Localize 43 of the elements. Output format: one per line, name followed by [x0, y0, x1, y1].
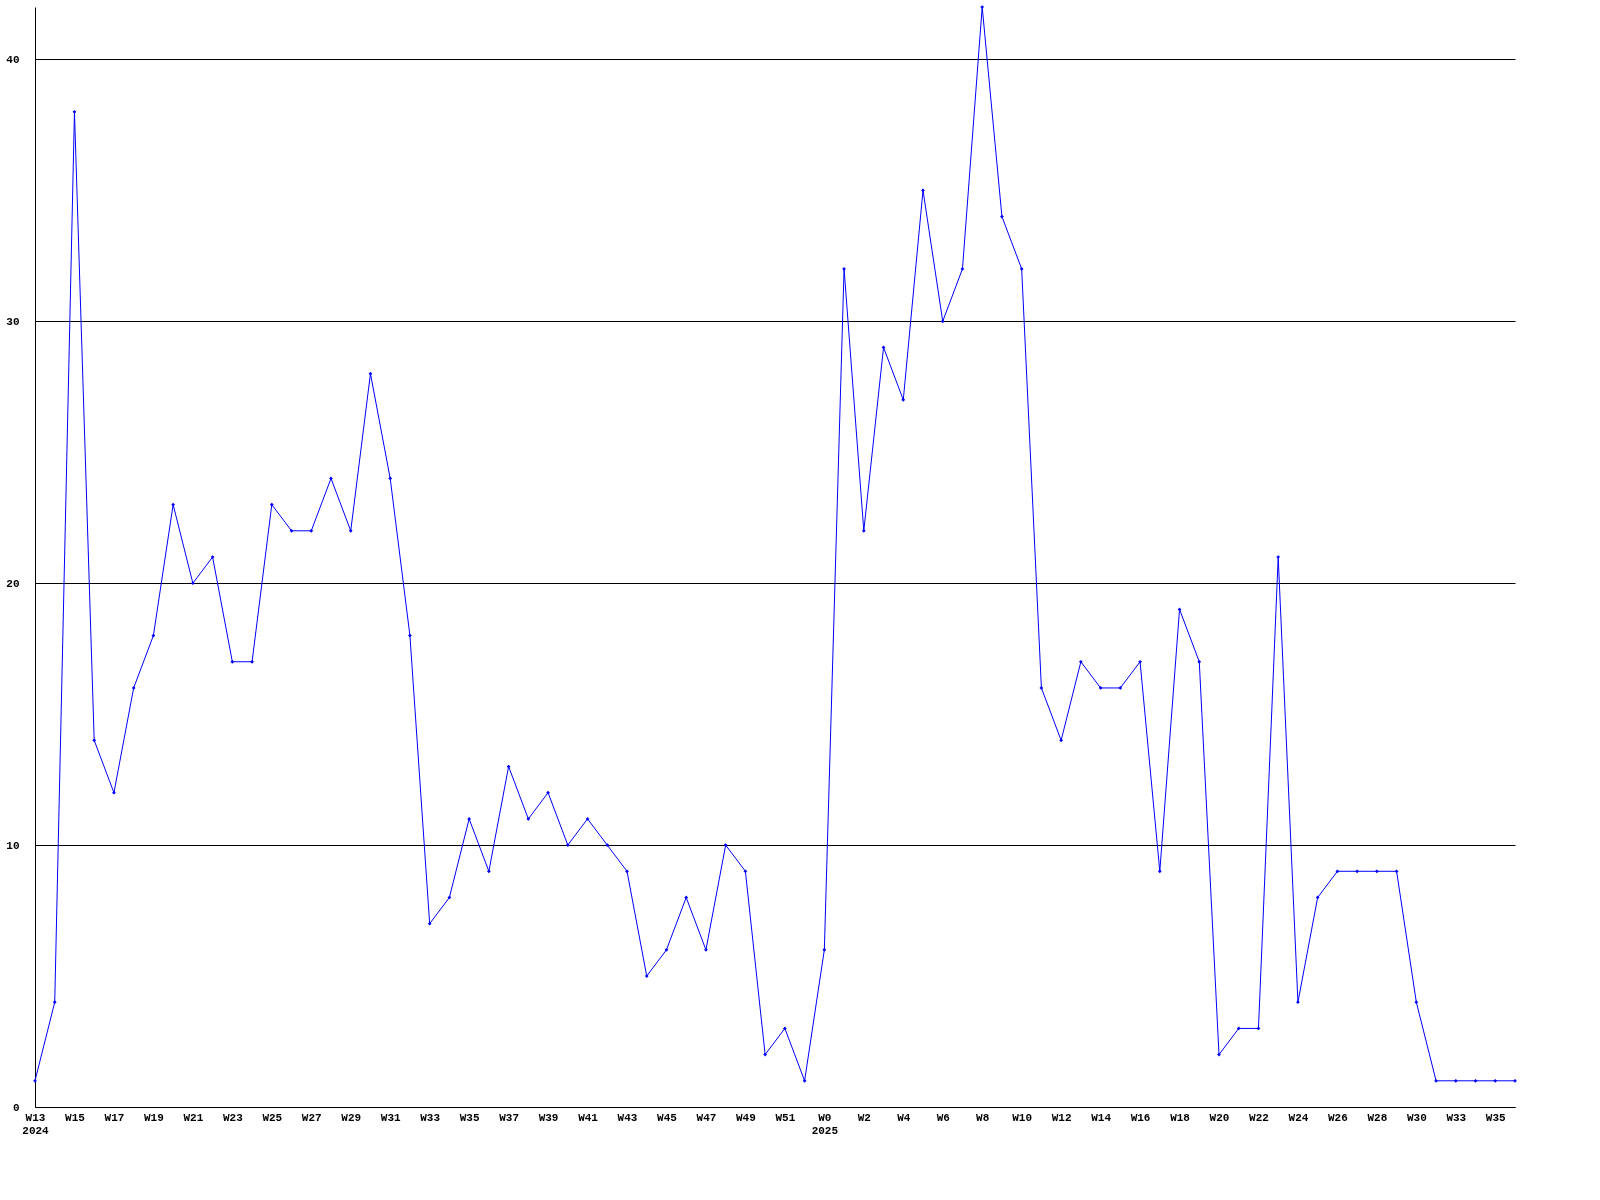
x-tick-label: W20	[1209, 1111, 1230, 1124]
x-tick-label: W24	[1288, 1111, 1309, 1124]
x-tick-label: W15	[65, 1111, 86, 1124]
x-tick-label: W0 2025	[811, 1111, 839, 1137]
x-tick-label: W16	[1130, 1111, 1151, 1124]
y-tick-label: 20	[6, 577, 20, 590]
x-tick-label: W49	[735, 1111, 756, 1124]
x-tick-label: W18	[1170, 1111, 1191, 1124]
x-tick-label: W43	[617, 1111, 638, 1124]
x-tick-label: W51	[775, 1111, 796, 1124]
x-tick-label: W26	[1327, 1111, 1348, 1124]
x-tick-label: W23	[222, 1111, 244, 1124]
x-tick-label: W4	[897, 1111, 911, 1124]
x-tick-label: W25	[262, 1111, 283, 1124]
x-tick-label: W33	[420, 1111, 441, 1124]
x-tick-label: W6	[936, 1111, 950, 1124]
x-tick-label: W14	[1091, 1111, 1112, 1124]
y-tick-label: 40	[6, 53, 20, 66]
x-tick-label: W21	[183, 1111, 204, 1124]
x-tick-label: W31	[380, 1111, 401, 1124]
x-tick-label: W35	[459, 1111, 480, 1124]
x-tick-label: W19	[143, 1111, 164, 1124]
x-tick-label: W41	[578, 1111, 599, 1124]
x-tick-label: W17	[104, 1111, 125, 1124]
x-tick-label: W10	[1012, 1111, 1033, 1124]
x-tick-label: W22	[1249, 1111, 1269, 1124]
x-tick-label: W33	[1446, 1111, 1467, 1124]
x-tick-label: W2	[857, 1111, 871, 1124]
y-tick-label: 0	[12, 1101, 20, 1114]
x-tick-label: W28	[1367, 1111, 1388, 1124]
x-tick-label: W13 2024	[22, 1111, 50, 1137]
y-tick-label: 10	[6, 839, 20, 852]
x-tick-label: W39	[538, 1111, 559, 1124]
x-tick-label: W35	[1485, 1111, 1507, 1124]
y-tick-label: 30	[6, 315, 20, 328]
x-tick-label: W12	[1051, 1111, 1072, 1124]
x-tick-label: W37	[499, 1111, 520, 1124]
x-tick-label: W45	[657, 1111, 678, 1124]
x-tick-label: W27	[301, 1111, 322, 1124]
x-tick-label: W8	[976, 1111, 990, 1124]
x-tick-label: W30	[1406, 1111, 1427, 1124]
x-tick-label: W29	[341, 1111, 362, 1124]
x-tick-label: W47	[696, 1111, 717, 1124]
